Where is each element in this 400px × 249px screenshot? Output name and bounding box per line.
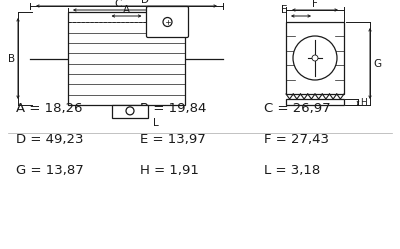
- Text: H: H: [360, 98, 367, 107]
- Circle shape: [312, 55, 318, 61]
- FancyBboxPatch shape: [146, 6, 188, 38]
- Text: L: L: [153, 118, 159, 128]
- Text: D: D: [140, 0, 148, 5]
- Text: A = 18,26: A = 18,26: [16, 102, 82, 115]
- Text: B = 19,84: B = 19,84: [140, 102, 206, 115]
- Text: L = 3,18: L = 3,18: [264, 164, 320, 177]
- Text: F: F: [312, 0, 318, 9]
- Text: D = 49,23: D = 49,23: [16, 133, 84, 146]
- Text: B: B: [8, 54, 15, 63]
- Text: E: E: [280, 5, 287, 15]
- Circle shape: [126, 107, 134, 115]
- Circle shape: [293, 36, 337, 80]
- Bar: [68, 12, 185, 105]
- Text: G = 13,87: G = 13,87: [16, 164, 84, 177]
- Text: G: G: [373, 59, 381, 68]
- Text: E = 13,97: E = 13,97: [140, 133, 206, 146]
- Text: F = 27,43: F = 27,43: [264, 133, 329, 146]
- Text: C = 26,97: C = 26,97: [264, 102, 331, 115]
- Bar: [112, 105, 148, 118]
- Text: A: A: [123, 5, 130, 15]
- Bar: [286, 99, 344, 105]
- Text: C: C: [115, 0, 122, 9]
- Text: H = 1,91: H = 1,91: [140, 164, 199, 177]
- Bar: [286, 22, 344, 94]
- Circle shape: [163, 17, 172, 26]
